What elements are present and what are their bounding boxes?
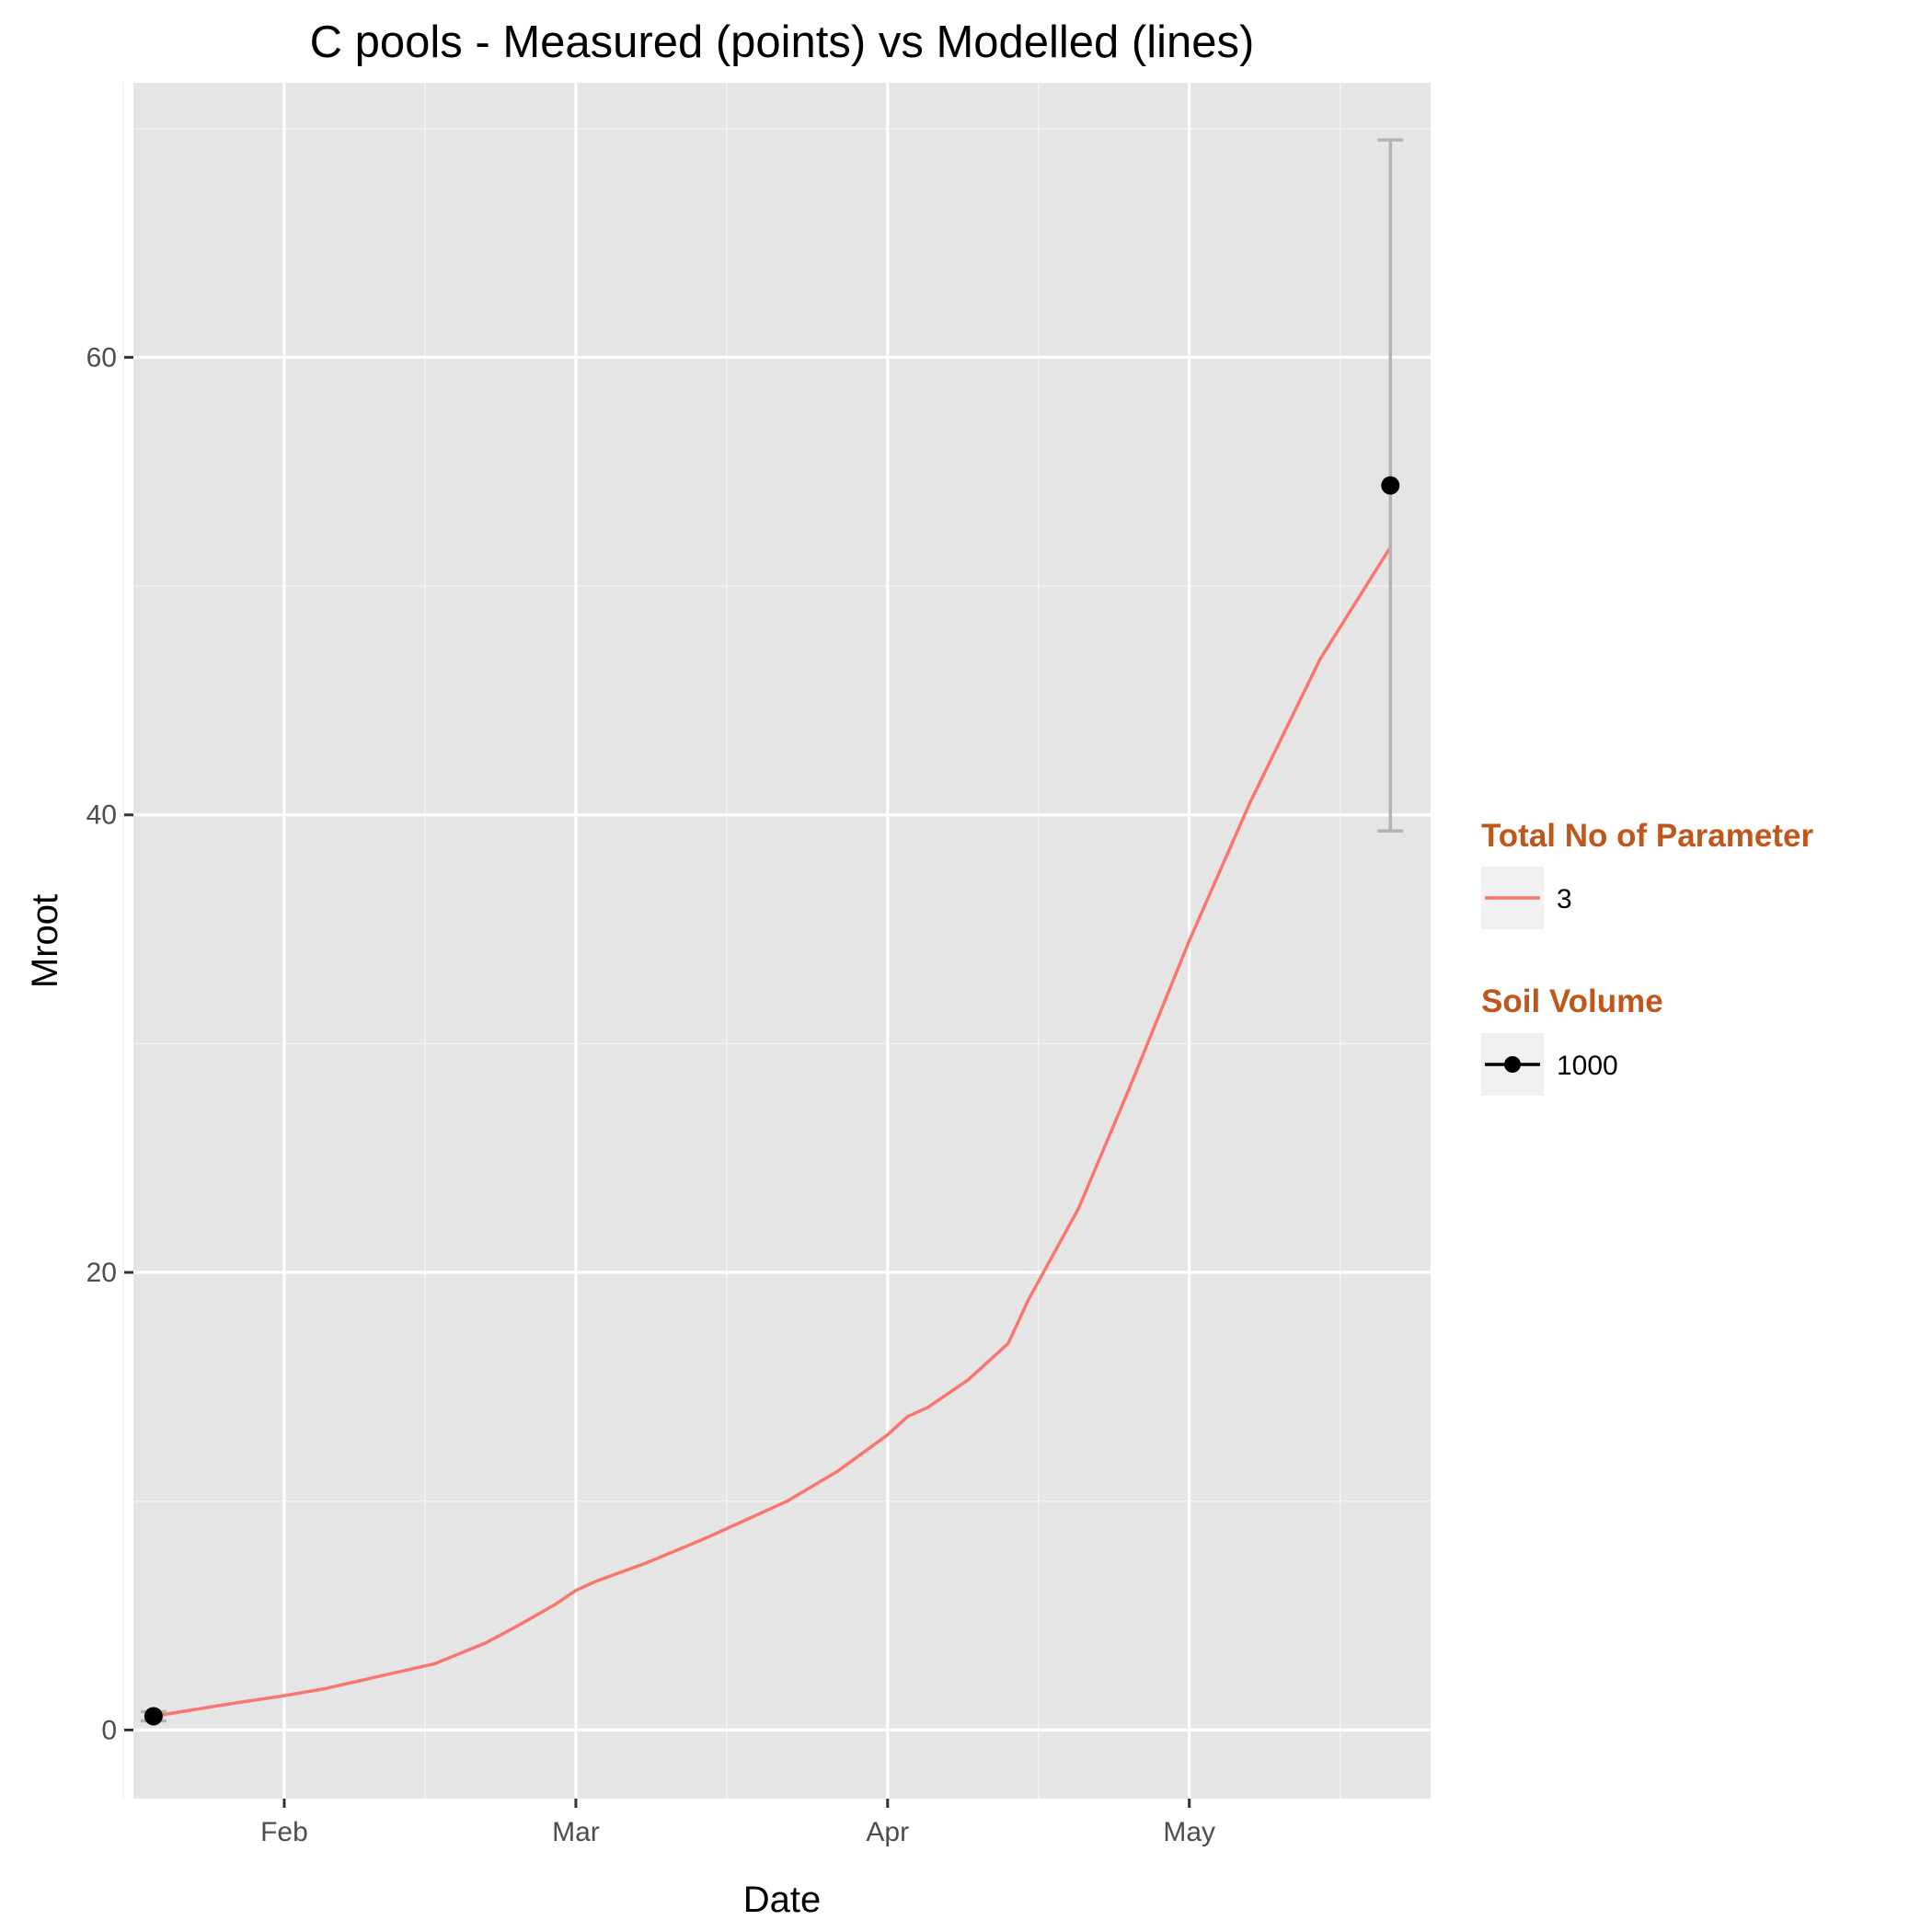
grid-minor — [122, 83, 1431, 1799]
x-axis: Feb Mar Apr May — [260, 1799, 1215, 1847]
chart-title: C pools - Measured (points) vs Modelled … — [310, 17, 1255, 67]
y-axis: 0 20 40 60 — [86, 342, 133, 1745]
legend-key-point — [1504, 1056, 1521, 1073]
modelled-line — [153, 546, 1392, 1719]
x-axis-title: Date — [743, 1880, 822, 1920]
data-layer — [140, 138, 1404, 1726]
x-tick-label: Mar — [552, 1817, 600, 1847]
legend-title-parameters: Total No of Parameter — [1481, 818, 1813, 854]
y-tick-label: 20 — [86, 1258, 117, 1288]
x-tick-label: May — [1163, 1817, 1215, 1847]
y-axis-title: Mroot — [25, 894, 65, 988]
y-tick-label: 60 — [86, 342, 117, 373]
y-tick-label: 40 — [86, 800, 117, 831]
x-tick-label: Feb — [260, 1817, 308, 1847]
legend-title-soil-volume: Soil Volume — [1481, 983, 1663, 1019]
legend-label-parameters: 3 — [1557, 884, 1572, 914]
measured-point — [1381, 476, 1400, 495]
legend: Total No of Parameter 3 Soil Volume 1000 — [1481, 818, 1813, 1096]
measured-point — [144, 1707, 163, 1726]
x-tick-label: Apr — [866, 1817, 909, 1847]
plot-panel — [133, 83, 1431, 1799]
y-tick-label: 0 — [101, 1715, 117, 1745]
legend-label-soil-volume: 1000 — [1557, 1051, 1618, 1081]
